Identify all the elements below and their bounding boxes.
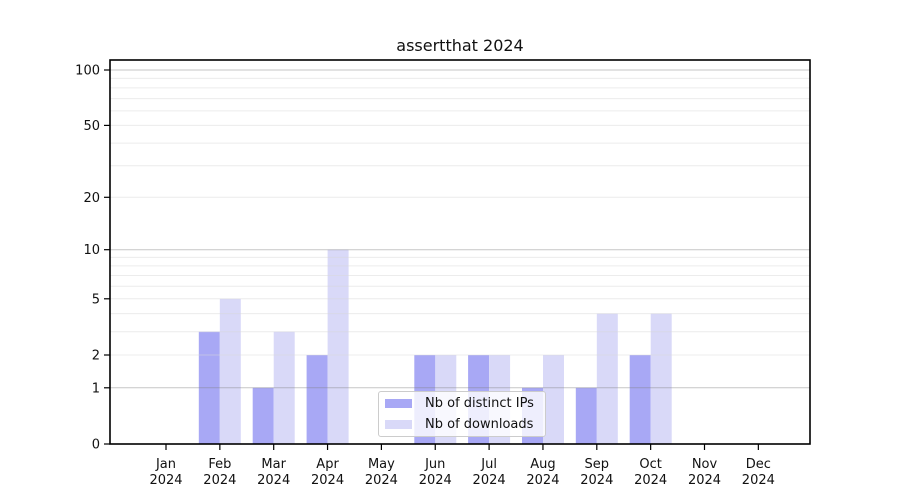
- x-tick-label-year: 2024: [257, 473, 290, 488]
- x-tick-label-year: 2024: [473, 473, 506, 488]
- legend-swatch-distinct-ips: [385, 399, 412, 408]
- bar-nb-of-distinct-ips-sep: [575, 387, 597, 444]
- y-tick-label: 20: [83, 191, 100, 206]
- x-tick-label-month: Aug: [530, 457, 555, 472]
- x-tick-label-month: Dec: [746, 457, 771, 472]
- y-tick-label: 100: [75, 64, 100, 79]
- legend-label-downloads: Nb of downloads: [425, 417, 534, 432]
- plot-frame: [109, 59, 811, 445]
- x-tick-label-month: Apr: [316, 457, 339, 472]
- legend: Nb of distinct IPs Nb of downloads: [378, 391, 546, 437]
- x-tick-label-month: Mar: [261, 457, 286, 472]
- bar-nb-of-downloads-feb: [219, 298, 241, 444]
- bar-nb-of-distinct-ips-mar: [252, 387, 274, 444]
- legend-label-distinct-ips: Nb of distinct IPs: [425, 396, 534, 411]
- y-tick-label: 50: [83, 119, 100, 134]
- bar-nb-of-distinct-ips-feb: [198, 331, 220, 444]
- x-tick-label-month: Nov: [692, 457, 718, 472]
- x-tick-label-year: 2024: [365, 473, 398, 488]
- x-tick-label-year: 2024: [149, 473, 182, 488]
- legend-item: Nb of distinct IPs: [385, 395, 545, 413]
- y-tick-label: 0: [92, 438, 100, 453]
- x-tick-label-month: Oct: [639, 457, 661, 472]
- bar-nb-of-downloads-apr: [327, 249, 349, 444]
- bar-nb-of-downloads-oct: [650, 313, 672, 444]
- x-tick-label-year: 2024: [634, 473, 667, 488]
- y-tick-label: 2: [92, 349, 100, 364]
- y-tick-label: 5: [92, 292, 100, 307]
- x-tick-label-month: Jan: [155, 457, 176, 472]
- bar-nb-of-distinct-ips-oct: [629, 355, 651, 444]
- y-tick-label: 10: [83, 243, 100, 258]
- x-tick-label-year: 2024: [580, 473, 613, 488]
- bar-nb-of-downloads-sep: [596, 313, 618, 444]
- chart-title: assertthat 2024: [396, 36, 524, 55]
- x-tick-label-year: 2024: [526, 473, 559, 488]
- bar-nb-of-distinct-ips-apr: [306, 355, 328, 444]
- x-tick-label-year: 2024: [203, 473, 236, 488]
- x-tick-label-year: 2024: [311, 473, 344, 488]
- x-tick-label-month: Jun: [424, 457, 445, 472]
- bar-nb-of-downloads-aug: [543, 355, 564, 444]
- x-tick-label-month: Feb: [208, 457, 231, 472]
- legend-item: Nb of downloads: [385, 416, 545, 434]
- legend-swatch-downloads: [385, 420, 412, 429]
- x-tick-label-year: 2024: [742, 473, 775, 488]
- bar-nb-of-downloads-mar: [273, 331, 295, 444]
- x-tick-label-month: May: [368, 457, 395, 472]
- x-tick-label-month: Jul: [480, 457, 497, 472]
- x-tick-label-month: Sep: [585, 457, 610, 472]
- x-tick-label-year: 2024: [688, 473, 721, 488]
- y-tick-label: 1: [92, 381, 100, 396]
- x-tick-label-year: 2024: [419, 473, 452, 488]
